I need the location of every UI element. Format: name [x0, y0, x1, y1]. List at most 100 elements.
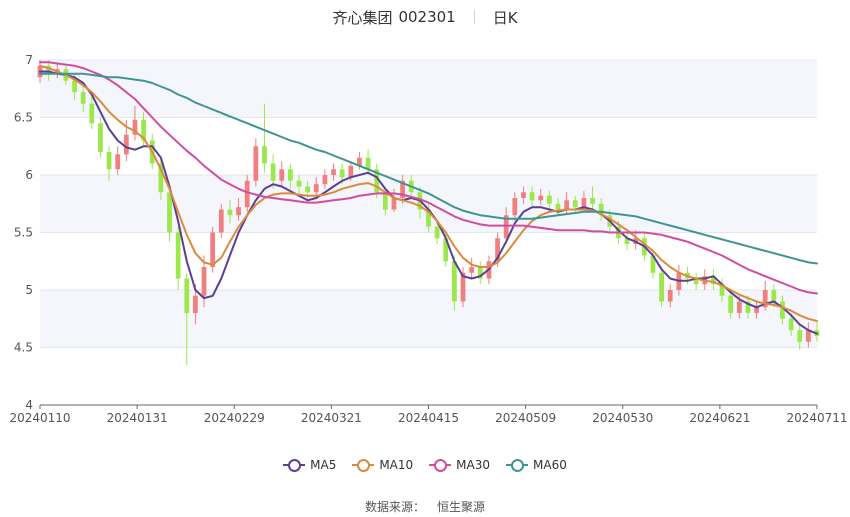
- grid-band: [40, 347, 817, 405]
- legend-marker-ma5: [283, 458, 306, 472]
- candle-body: [624, 238, 630, 244]
- x-tick-label: 20240621: [689, 411, 750, 425]
- period-label: 日K: [492, 8, 518, 27]
- candle-body: [141, 119, 146, 141]
- candle-body: [201, 267, 207, 296]
- data-source: 数据来源： 恒生聚源: [0, 498, 850, 515]
- candle-body: [106, 152, 112, 170]
- candle-body: [123, 134, 129, 155]
- candle-body: [805, 330, 811, 342]
- candle-body: [158, 163, 164, 193]
- y-tick-label: 6.5: [14, 111, 33, 125]
- grid-band: [40, 290, 817, 348]
- candle-body: [46, 65, 52, 74]
- source-value: 恒生聚源: [437, 500, 486, 514]
- legend-label-ma10: MA10: [379, 458, 414, 472]
- candle-body: [279, 169, 285, 181]
- candle-body: [80, 92, 86, 104]
- candle-body: [452, 261, 457, 302]
- candle-body: [296, 180, 302, 187]
- legend-marker-ma60: [506, 458, 529, 472]
- candle-body: [590, 198, 595, 204]
- candle-body: [305, 186, 311, 193]
- candle-body: [210, 232, 216, 267]
- candle-body: [313, 184, 319, 193]
- candle-body: [184, 278, 190, 313]
- kline-chart: 4 4.5 5 5.5 6 6.5 7 20240110 20240131 20240229 202…: [9, 53, 847, 425]
- y-tick-label: 4: [25, 398, 33, 412]
- legend-item-ma5[interactable]: MA5: [283, 458, 336, 472]
- candle-body: [193, 295, 198, 313]
- x-tick-label: 20240321: [301, 411, 362, 425]
- candle-body: [262, 146, 267, 164]
- candle-body: [175, 232, 181, 279]
- y-tick-label: 4.5: [14, 341, 33, 355]
- candle-body: [503, 215, 509, 239]
- candle-body: [693, 278, 699, 285]
- candle-body: [495, 238, 500, 262]
- candle-body: [339, 169, 345, 178]
- legend-item-ma30[interactable]: MA30: [429, 458, 490, 472]
- candle-body: [115, 154, 121, 170]
- candle-body: [780, 301, 785, 319]
- candle-body: [331, 169, 336, 175]
- candle-body: [564, 200, 570, 210]
- candle-body: [167, 192, 172, 233]
- x-tick-label: 20240110: [9, 411, 70, 425]
- stock-name: 齐心集团: [332, 8, 393, 27]
- y-tick-label: 5.5: [14, 226, 33, 240]
- candle-body: [529, 192, 535, 201]
- source-label: 数据来源：: [364, 500, 425, 514]
- candle-body: [391, 198, 397, 210]
- candle-body: [236, 207, 241, 216]
- candle-body: [788, 318, 794, 331]
- chart-legend: MA5 MA10 MA30 MA60: [0, 458, 850, 472]
- candle-body: [218, 209, 224, 233]
- candle-body: [667, 290, 673, 302]
- candle-body: [89, 103, 95, 124]
- legend-marker-ma10: [352, 458, 375, 472]
- candle-body: [711, 276, 716, 285]
- legend-item-ma10[interactable]: MA10: [352, 458, 413, 472]
- candle-body: [434, 226, 440, 239]
- candle-body: [797, 330, 803, 342]
- y-tick-label: 7: [25, 53, 33, 67]
- candle-body: [555, 203, 561, 210]
- grid-band: [40, 232, 817, 290]
- candle-body: [400, 180, 405, 198]
- x-tick-label: 20240131: [107, 411, 168, 425]
- candle-body: [745, 301, 751, 313]
- candle-body: [754, 307, 759, 313]
- x-tick-label: 20240509: [495, 411, 556, 425]
- candle-body: [365, 157, 371, 170]
- ma-line-ma30: [39, 61, 818, 295]
- candle-body: [443, 238, 449, 262]
- y-tick-label: 6: [25, 168, 33, 182]
- candle-body: [460, 272, 466, 302]
- legend-item-ma60[interactable]: MA60: [506, 458, 567, 472]
- chart-title: 齐心集团 002301 日K: [0, 6, 850, 28]
- candle-body: [546, 195, 552, 204]
- legend-label-ma60: MA60: [533, 458, 567, 472]
- candle-body: [98, 123, 103, 152]
- grid-band: [40, 117, 817, 175]
- candle-body: [771, 290, 777, 302]
- candle-body: [477, 267, 483, 279]
- legend-label-ma5: MA5: [310, 458, 337, 472]
- candle-body: [762, 290, 768, 308]
- grid-band: [40, 60, 817, 118]
- legend-label-ma30: MA30: [456, 458, 491, 472]
- candle-body: [736, 301, 742, 313]
- candle-body: [382, 192, 388, 210]
- x-tick-label: 20240229: [204, 411, 265, 425]
- candle-body: [521, 192, 526, 198]
- candle-body: [357, 157, 362, 166]
- title-divider: [473, 10, 475, 24]
- candle-body: [572, 200, 578, 208]
- candle-body: [650, 255, 656, 273]
- candle-body: [348, 165, 354, 178]
- candle-body: [227, 209, 233, 216]
- candle-body: [598, 203, 604, 216]
- candle-body: [132, 119, 138, 135]
- x-tick-label: 20240415: [398, 411, 459, 425]
